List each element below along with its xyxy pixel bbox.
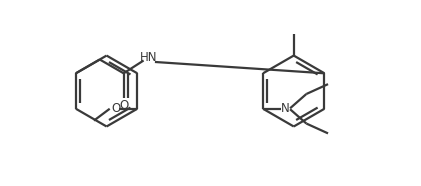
Text: O: O bbox=[119, 99, 128, 112]
Text: N: N bbox=[281, 102, 290, 115]
Text: HN: HN bbox=[140, 51, 157, 64]
Text: O: O bbox=[111, 102, 120, 115]
